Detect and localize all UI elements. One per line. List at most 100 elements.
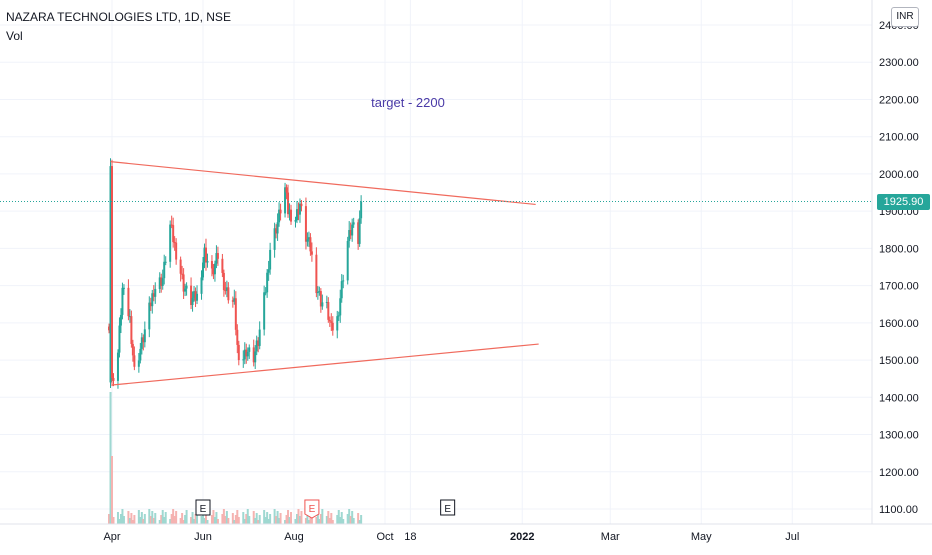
earnings-marker[interactable]: E	[440, 499, 456, 516]
volume-bar	[342, 519, 345, 524]
time-tick-label: Jul	[785, 531, 799, 543]
volume-bar	[116, 512, 119, 524]
volume-bar	[285, 515, 288, 524]
volume-bar	[337, 510, 340, 524]
candle-body	[306, 239, 309, 242]
candle-body	[203, 247, 206, 263]
volume-bar	[340, 512, 343, 524]
volume-bar	[206, 520, 209, 524]
volume-bar	[307, 520, 310, 524]
volume-bar	[358, 520, 361, 524]
volume-bar	[331, 520, 334, 524]
candle-body	[242, 359, 245, 361]
volume-bar	[284, 520, 287, 524]
volume-bar	[121, 509, 124, 524]
candle-body	[127, 287, 130, 317]
price-tick-label: 2100.00	[879, 132, 919, 144]
candle-body	[318, 291, 321, 293]
candle-body	[327, 301, 330, 320]
candle-body	[194, 291, 197, 301]
currency-badge[interactable]: INR	[891, 7, 919, 27]
candle-body	[348, 230, 351, 241]
volume-bar	[216, 519, 219, 524]
volume-bar	[161, 510, 164, 524]
volume-bar	[328, 518, 331, 524]
volume-bar	[170, 514, 173, 524]
volume-bar	[181, 513, 184, 524]
candle-body	[210, 261, 213, 269]
volume-bar	[221, 514, 224, 524]
volume-bar	[184, 515, 187, 524]
symbol-title[interactable]: NAZARA TECHNOLOGIES LTD, 1D, NSE	[6, 10, 231, 24]
volume-bar	[234, 515, 237, 524]
price-tick-label: 1200.00	[879, 467, 919, 479]
earnings-marker-label: E	[200, 504, 207, 515]
candle-body	[173, 242, 176, 244]
volume-bar	[128, 518, 131, 524]
candle-body	[234, 298, 237, 330]
price-axis[interactable]: 1100.00 1200.00 1300.00 1400.00 1500.00 1600.…	[871, 0, 919, 524]
volume-bar	[278, 518, 281, 524]
candle-body	[245, 349, 248, 357]
volume-bar	[108, 514, 111, 524]
volume-bar	[152, 518, 155, 524]
candle-body	[179, 259, 182, 274]
volume-bar	[185, 510, 188, 524]
candle-body	[152, 293, 155, 297]
volume-bar	[243, 519, 246, 524]
candle-body	[163, 261, 166, 279]
candle-body	[154, 288, 157, 297]
candle-body	[254, 351, 257, 363]
candle-body	[358, 218, 361, 244]
price-tick-label: 2300.00	[879, 57, 919, 69]
candle-body	[185, 285, 188, 289]
volume-bar	[119, 514, 122, 524]
candle-body	[164, 261, 167, 263]
volume-bar	[204, 513, 207, 524]
candle-body	[116, 352, 119, 381]
candle-body	[216, 253, 219, 259]
candle-body	[255, 340, 258, 352]
volume-bar	[290, 512, 293, 524]
volume-bar	[263, 510, 266, 524]
candle-body	[121, 287, 124, 315]
earnings-marker[interactable]: E	[195, 499, 211, 516]
volume-indicator-label[interactable]: Vol	[6, 29, 23, 43]
earnings-marker[interactable]: E	[304, 499, 320, 519]
volume-bar	[318, 519, 321, 524]
time-tick-label: 18	[404, 531, 416, 543]
volume-bar	[203, 518, 206, 524]
price-tick-label: 2200.00	[879, 94, 919, 106]
candle-body	[133, 355, 136, 367]
candle-body	[191, 298, 194, 305]
candle-body	[128, 316, 131, 318]
volume-bar	[140, 512, 143, 524]
volume-bar	[257, 520, 260, 524]
volume-bar	[111, 456, 113, 524]
time-tick-label: May	[691, 531, 712, 543]
candle-body	[287, 192, 290, 215]
candle-body	[151, 293, 154, 307]
candle-body	[331, 322, 334, 331]
volume-bar	[164, 512, 167, 524]
volume-bar	[237, 517, 240, 524]
volume-bar	[173, 516, 176, 524]
candle-body	[202, 262, 204, 278]
volume-bar	[321, 509, 324, 524]
volume-bar	[148, 509, 151, 524]
candle-body	[225, 287, 228, 291]
candlesticks	[108, 158, 363, 389]
candle-body	[224, 290, 227, 292]
volume-bar	[122, 516, 125, 524]
volume-bar	[316, 512, 319, 524]
candle-body	[108, 326, 111, 331]
time-axis[interactable]: Apr Jun Aug Oct 18 2022 Mar May Jul	[0, 523, 932, 543]
time-tick-label: Aug	[284, 531, 304, 543]
candle-body	[237, 344, 240, 361]
volume-bar	[175, 511, 178, 524]
last-price-label: 1925.90	[877, 194, 930, 210]
candle-body	[227, 287, 230, 301]
